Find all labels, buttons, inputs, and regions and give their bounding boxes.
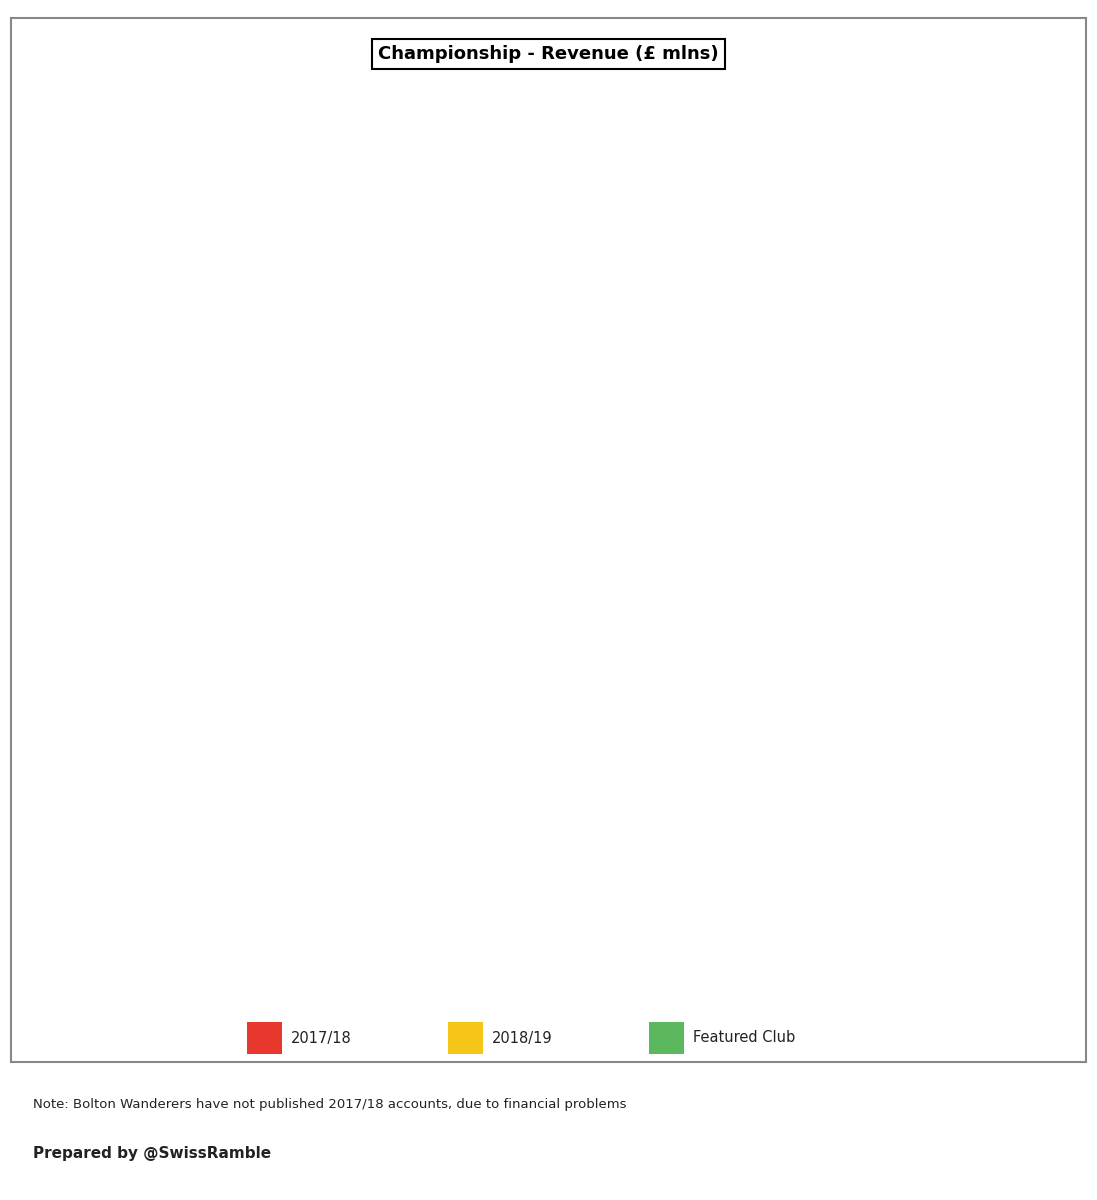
Bar — [252, 455, 573, 478]
Text: Note: Bolton Wanderers have not published 2017/18 accounts, due to financial pro: Note: Bolton Wanderers have not publishe… — [33, 1098, 626, 1111]
Text: 48: 48 — [770, 343, 788, 358]
Text: 35: 35 — [632, 382, 648, 396]
Text: 25: 25 — [524, 536, 542, 550]
Bar — [252, 262, 829, 284]
Text: 30: 30 — [578, 458, 596, 473]
Bar — [252, 532, 519, 554]
Text: Prepared by @SwissRamble: Prepared by @SwissRamble — [33, 1146, 271, 1162]
Bar — [252, 146, 1010, 169]
Text: 71: 71 — [1016, 151, 1033, 164]
Bar — [252, 955, 381, 978]
Bar — [252, 724, 444, 748]
Text: 2017/18: 2017/18 — [291, 1031, 351, 1045]
Text: 71: 71 — [1016, 112, 1033, 126]
Text: 14: 14 — [407, 883, 425, 896]
Text: 23: 23 — [504, 613, 521, 628]
Bar — [252, 377, 626, 401]
Bar — [252, 570, 519, 593]
Bar — [252, 878, 402, 901]
Bar — [252, 108, 1010, 131]
Bar — [252, 647, 476, 670]
Bar — [252, 763, 444, 786]
Text: 13: 13 — [396, 922, 414, 935]
Text: 56: 56 — [856, 228, 873, 241]
Text: 17: 17 — [439, 805, 456, 820]
Text: 2018/19: 2018/19 — [491, 1031, 553, 1045]
Text: Championship - Revenue (£ mlns): Championship - Revenue (£ mlns) — [378, 44, 719, 62]
Bar — [252, 185, 979, 208]
Bar — [252, 917, 392, 940]
Bar — [252, 493, 573, 516]
Text: 18: 18 — [450, 767, 467, 781]
Bar — [252, 608, 498, 631]
Bar — [252, 338, 765, 362]
Bar — [252, 802, 433, 824]
Bar — [252, 840, 402, 863]
Bar — [252, 685, 476, 709]
Text: 25: 25 — [524, 575, 542, 588]
Text: 14: 14 — [407, 845, 425, 858]
Bar — [252, 300, 776, 323]
Text: 18: 18 — [450, 728, 467, 743]
Text: 12: 12 — [386, 960, 404, 974]
Text: 21: 21 — [482, 690, 501, 704]
Text: Featured Club: Featured Club — [693, 1031, 795, 1045]
Text: 34: 34 — [621, 420, 638, 434]
Bar — [252, 223, 850, 246]
Text: 49: 49 — [781, 305, 799, 319]
Text: 54: 54 — [834, 266, 851, 281]
Bar — [252, 416, 615, 439]
Text: 21: 21 — [482, 652, 499, 666]
Text: 68: 68 — [984, 190, 1002, 203]
Text: 30: 30 — [578, 498, 596, 511]
